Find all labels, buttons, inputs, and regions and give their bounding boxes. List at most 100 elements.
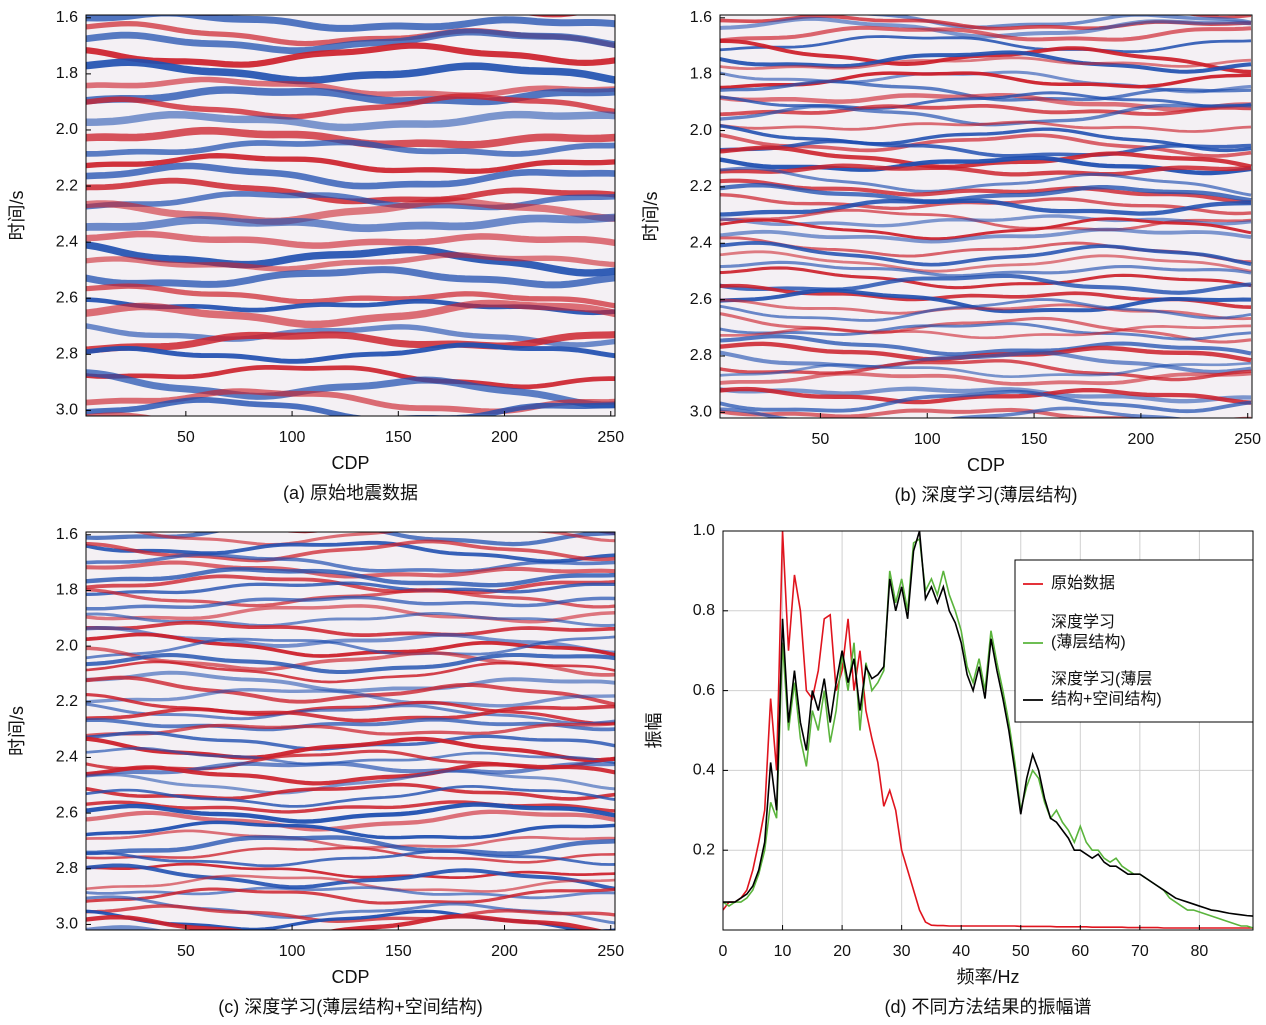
seismic-event	[720, 406, 1185, 418]
seismic-event	[86, 722, 615, 738]
seismic-event	[86, 28, 615, 55]
seismic-event	[720, 166, 1252, 197]
seismic-event	[720, 25, 1252, 43]
seismic-texture	[715, 15, 1252, 452]
seismic-event	[86, 702, 615, 725]
seismic-event	[720, 386, 1252, 405]
y-axis-label: 时间/s	[641, 191, 661, 241]
y-tick-label: 2.0	[56, 121, 78, 138]
seismic-event	[86, 652, 615, 675]
seismic-event	[86, 266, 615, 289]
seismic-event	[86, 331, 615, 354]
x-tick-label: 10	[774, 943, 792, 960]
seismic-event	[720, 359, 1252, 382]
seismic-event	[720, 198, 1252, 217]
seismic-event	[720, 298, 1252, 322]
seismic-event	[720, 241, 1252, 267]
x-tick-label: 0	[719, 943, 728, 960]
seismic-event	[86, 190, 615, 211]
seismic-event	[86, 620, 615, 637]
seismic-texture	[86, 15, 615, 416]
y-tick-label: 2.2	[56, 693, 78, 710]
seismic-event	[86, 58, 615, 85]
seismic-event	[715, 420, 1251, 442]
seismic-event	[720, 163, 1252, 177]
seismic-event	[86, 241, 615, 277]
seismic-event	[81, 945, 617, 954]
x-tick-label: 250	[597, 429, 624, 446]
seismic-event	[86, 762, 615, 786]
y-axis-label: 时间/s	[7, 190, 27, 240]
seismic-event	[720, 183, 1252, 204]
seismic-event	[86, 675, 615, 707]
seismic-event	[81, 937, 617, 954]
plot-frame	[85, 531, 616, 931]
y-tick-label: 1.8	[690, 65, 712, 82]
y-tick-label: 1.8	[56, 582, 78, 599]
seismic-event	[720, 178, 1252, 205]
y-axis-label: 振幅	[644, 713, 664, 749]
seismic-event	[86, 846, 615, 864]
seismic-event	[86, 567, 615, 588]
x-tick-label: 150	[385, 429, 412, 446]
seismic-event	[720, 124, 1252, 153]
seismic-event	[86, 904, 615, 924]
x-tick-label: 200	[1128, 431, 1155, 448]
x-tick-label: 40	[952, 943, 970, 960]
seismic-event	[86, 849, 615, 868]
seismic-event	[86, 914, 606, 930]
seismic-event	[86, 687, 615, 708]
seismic-event	[720, 407, 1251, 418]
x-axis-label: CDP	[331, 967, 369, 987]
seismic-event	[715, 424, 1251, 452]
seismic-event	[86, 769, 615, 795]
y-tick-label: 3.0	[56, 402, 78, 419]
seismic-event	[86, 76, 615, 98]
x-tick-label: 200	[491, 429, 518, 446]
y-tick-label: 1.0	[693, 522, 715, 539]
seismic-event	[86, 862, 615, 879]
seismic-event	[86, 611, 615, 627]
caption: (a) 原始地震数据	[283, 483, 418, 503]
seismic-event	[86, 139, 615, 157]
seismic-event	[720, 260, 1252, 278]
seismic-event	[720, 56, 1252, 71]
seismic-event	[720, 273, 1252, 295]
y-tick-label: 1.6	[690, 9, 712, 26]
y-tick-label: 1.6	[56, 9, 78, 26]
seismic-event	[720, 145, 1252, 170]
legend-box	[1014, 559, 1254, 723]
seismic-event	[720, 120, 1252, 133]
y-tick-label: 2.0	[56, 637, 78, 654]
y-tick-label: 2.4	[56, 749, 78, 766]
y-tick-label: 2.6	[56, 289, 78, 306]
seismic-event	[86, 15, 615, 32]
seismic-event	[86, 153, 615, 174]
seismic-event	[86, 162, 615, 190]
seismic-event	[720, 361, 1252, 379]
seismic-event	[86, 717, 615, 732]
seismic-event	[720, 217, 1252, 241]
seismic-event	[86, 635, 615, 660]
seismic-event	[86, 784, 615, 808]
x-tick-label: 250	[597, 943, 624, 960]
seismic-event	[86, 365, 615, 390]
seismic-event	[86, 540, 615, 564]
legend-label: 原始数据	[1051, 574, 1115, 592]
seismic-event	[720, 371, 1252, 386]
seismic-event	[86, 86, 615, 106]
seismic-event	[720, 104, 1252, 117]
x-tick-label: 20	[833, 943, 851, 960]
y-tick-label: 2.2	[56, 177, 78, 194]
seismic-event	[86, 560, 615, 579]
seismic-event	[86, 197, 615, 225]
x-tick-label: 60	[1071, 943, 1089, 960]
y-tick-label: 2.2	[690, 178, 712, 195]
seismic-event	[720, 334, 1252, 357]
seismic-event	[86, 887, 615, 905]
lines	[723, 531, 1253, 929]
seismic-event	[86, 693, 615, 725]
legend-label: 深度学习(薄层结构+空间结构)	[1051, 670, 1162, 708]
